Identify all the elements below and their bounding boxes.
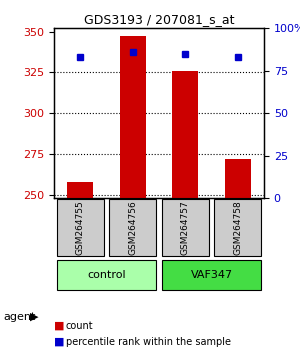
Bar xyxy=(67,182,93,198)
Bar xyxy=(172,71,198,198)
Text: GSM264755: GSM264755 xyxy=(76,200,85,255)
Text: control: control xyxy=(87,270,126,280)
Text: ■: ■ xyxy=(54,337,64,347)
Text: VAF347: VAF347 xyxy=(190,270,232,280)
FancyBboxPatch shape xyxy=(57,260,156,290)
Text: ■: ■ xyxy=(54,321,64,331)
FancyBboxPatch shape xyxy=(109,199,156,256)
FancyBboxPatch shape xyxy=(162,199,209,256)
Bar xyxy=(225,159,251,198)
Text: percentile rank within the sample: percentile rank within the sample xyxy=(66,337,231,347)
FancyBboxPatch shape xyxy=(57,199,104,256)
Text: GSM264758: GSM264758 xyxy=(233,200,242,255)
Title: GDS3193 / 207081_s_at: GDS3193 / 207081_s_at xyxy=(84,13,234,26)
Bar xyxy=(120,36,146,198)
Text: count: count xyxy=(66,321,94,331)
Text: ▶: ▶ xyxy=(30,312,38,322)
FancyBboxPatch shape xyxy=(162,260,261,290)
Text: GSM264757: GSM264757 xyxy=(181,200,190,255)
FancyBboxPatch shape xyxy=(214,199,261,256)
Text: agent: agent xyxy=(3,312,35,322)
Text: GSM264756: GSM264756 xyxy=(128,200,137,255)
